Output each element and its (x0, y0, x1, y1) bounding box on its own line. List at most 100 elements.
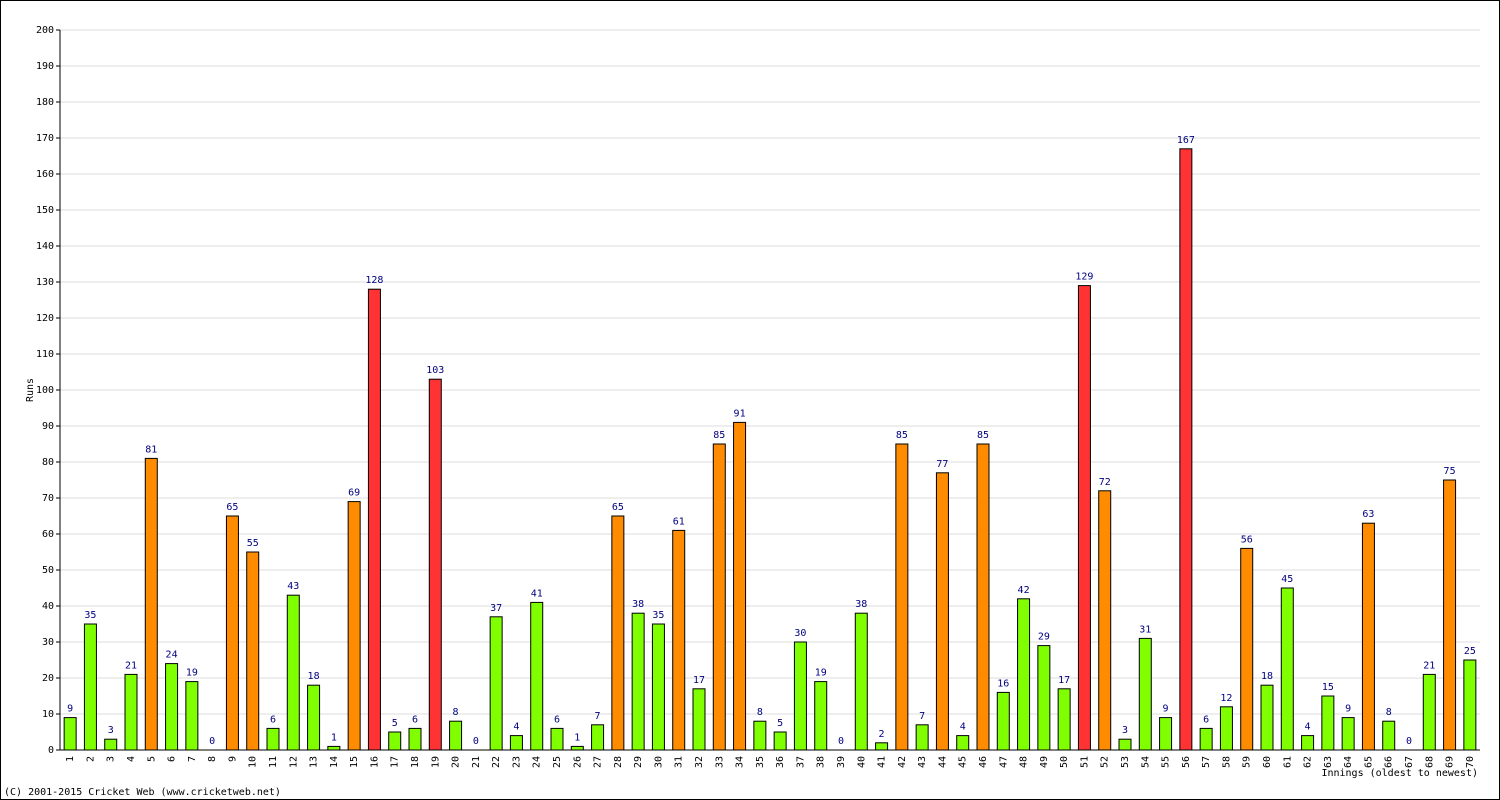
x-tick-label: 7 (187, 756, 198, 762)
x-tick-label: 42 (897, 756, 908, 768)
value-label: 17 (693, 675, 705, 686)
value-label: 6 (412, 714, 418, 725)
bar (165, 663, 179, 751)
bar (915, 724, 929, 751)
y-tick-label: 190 (36, 61, 54, 72)
value-label: 85 (713, 430, 725, 441)
value-label: 91 (734, 408, 746, 419)
x-tick-label: 8 (207, 756, 218, 762)
x-axis-label: Innings (oldest to newest) (1321, 768, 1478, 779)
x-tick-label: 13 (309, 756, 320, 768)
y-tick-label: 130 (36, 277, 54, 288)
value-label: 4 (1305, 722, 1311, 733)
x-tick-label: 63 (1323, 756, 1334, 768)
y-tick-label: 180 (36, 97, 54, 108)
value-label: 42 (1018, 585, 1030, 596)
value-label: 18 (1261, 671, 1273, 682)
x-tick-label: 48 (1019, 756, 1030, 768)
bar (793, 641, 807, 751)
y-tick-label: 90 (42, 421, 54, 432)
bar (1098, 490, 1112, 751)
value-label: 0 (209, 736, 215, 747)
x-tick-label: 69 (1445, 756, 1456, 768)
bar (408, 727, 422, 751)
bar (1443, 479, 1457, 751)
bar (611, 515, 625, 751)
bar (449, 720, 463, 751)
x-tick-label: 1 (65, 756, 76, 762)
y-tick-label: 30 (42, 637, 54, 648)
x-tick-label: 53 (1120, 756, 1131, 768)
bar (104, 738, 118, 751)
value-label: 19 (815, 668, 827, 679)
value-label: 38 (855, 599, 867, 610)
value-label: 29 (1038, 632, 1050, 643)
value-label: 24 (166, 650, 178, 661)
value-label: 0 (473, 736, 479, 747)
value-label: 129 (1075, 272, 1093, 283)
value-label: 1 (574, 732, 580, 743)
y-tick-label: 100 (36, 385, 54, 396)
x-tick-label: 34 (735, 756, 746, 768)
x-tick-label: 46 (978, 756, 989, 768)
bar (1280, 587, 1294, 751)
value-label: 6 (554, 714, 560, 725)
bar (1219, 706, 1233, 751)
value-label: 6 (1203, 714, 1209, 725)
bar (631, 612, 645, 751)
value-label: 8 (453, 707, 459, 718)
bar (1138, 637, 1152, 751)
x-tick-label: 17 (390, 756, 401, 768)
x-tick-label: 25 (552, 756, 563, 768)
x-tick-label: 4 (126, 756, 137, 762)
x-tick-label: 47 (998, 756, 1009, 768)
x-tick-label: 55 (1161, 756, 1172, 768)
value-label: 81 (145, 444, 157, 455)
x-tick-label: 10 (248, 756, 259, 768)
bar (509, 735, 523, 751)
bar (225, 515, 239, 751)
y-axis-label: Runs (25, 378, 36, 402)
x-tick-label: 57 (1201, 756, 1212, 768)
x-tick-label: 65 (1363, 756, 1374, 768)
value-label: 16 (997, 678, 1009, 689)
x-tick-label: 52 (1100, 756, 1111, 768)
bar (266, 727, 280, 751)
bar (570, 745, 584, 751)
bar (428, 378, 442, 751)
value-label: 128 (365, 275, 383, 286)
bar (875, 742, 889, 751)
x-tick-label: 28 (613, 756, 624, 768)
value-label: 65 (226, 502, 238, 513)
x-tick-label: 61 (1282, 756, 1293, 768)
bar (1240, 547, 1254, 751)
x-tick-label: 40 (856, 756, 867, 768)
value-label: 6 (270, 714, 276, 725)
bar (347, 501, 361, 751)
x-tick-label: 23 (511, 756, 522, 768)
x-tick-label: 60 (1262, 756, 1273, 768)
value-label: 8 (757, 707, 763, 718)
bar (1118, 738, 1132, 751)
y-tick-label: 40 (42, 601, 54, 612)
value-label: 35 (652, 610, 664, 621)
bar (124, 673, 138, 751)
x-tick-label: 9 (227, 756, 238, 762)
value-label: 55 (247, 538, 259, 549)
bar (854, 612, 868, 751)
bar (307, 684, 321, 751)
value-label: 7 (919, 711, 925, 722)
bar (996, 691, 1010, 751)
value-label: 75 (1444, 466, 1456, 477)
x-tick-label: 27 (593, 756, 604, 768)
bar (367, 288, 381, 751)
value-label: 43 (287, 581, 299, 592)
x-tick-label: 20 (451, 756, 462, 768)
x-tick-label: 3 (106, 756, 117, 762)
bar (286, 594, 300, 751)
y-tick-label: 60 (42, 529, 54, 540)
value-label: 31 (1139, 624, 1151, 635)
x-tick-label: 39 (836, 756, 847, 768)
bar (651, 623, 665, 751)
x-tick-label: 31 (674, 756, 685, 768)
